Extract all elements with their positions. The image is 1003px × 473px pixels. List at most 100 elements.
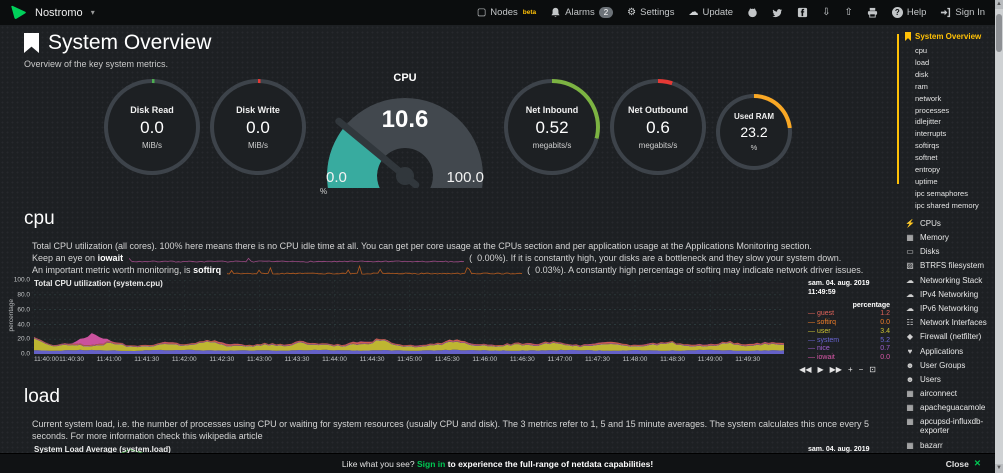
sidebar-item-softnet[interactable]: softnet [915,153,938,163]
grid-icon: ▦ [906,440,914,450]
chevron-down-icon[interactable]: ▾ [90,8,95,17]
legend-series-value: 0.0 [880,319,890,327]
sidebar-app-apacheguacamole[interactable]: ▦ apacheguacamole [905,401,993,415]
zoom-in-icon[interactable]: + [847,365,853,375]
used-ram-gauge[interactable]: Used RAM 23.2 % [716,94,792,170]
sidebar-section-cpus[interactable]: ⚡ CPUs [905,216,993,230]
cpu-chart: Total CPU utilization (system.cpu) perce… [4,277,890,376]
print-icon [867,7,877,18]
sidebar-section-memory[interactable]: ▦ Memory [905,230,993,244]
pan-forward-icon[interactable]: ▶▶ [829,365,842,375]
sidebar-section-user-groups[interactable]: ☻ User Groups [905,358,993,372]
help-button[interactable]: ? Help [891,7,926,18]
zoom-out-icon[interactable]: − [858,365,864,375]
sidebar-item-network[interactable]: network [915,93,942,103]
legend-item-iowait[interactable]: — iowait 0.0 [808,354,890,363]
sidebar-item-ram[interactable]: ram [915,81,928,91]
sidebar-section-ipv6-networking[interactable]: ☁ IPv6 Networking [905,301,993,315]
y-tick-label: 60.0 [17,306,30,314]
play-icon[interactable]: ▶ [817,365,824,375]
sidebar-section-network-interfaces[interactable]: ☷ Network Interfaces [905,316,993,330]
x-tick-label: 11:42:00 [171,356,197,364]
legend-item-guest[interactable]: — guest 1.2 [808,310,890,319]
sidebar-section-btrfs-filesystem[interactable]: ▨ BTRFS filesystem [905,259,993,273]
x-tick-label: 11:44:30 [359,356,385,364]
settings-button[interactable]: ⚙ Settings [627,7,675,18]
sidebar-app-label: apcupsd-influxdb-exporter [920,417,984,436]
sidebar-item-disk[interactable]: disk [915,69,929,79]
sidebar-section-label: Disks [920,247,940,257]
cpu-chart-legend: sam. 04. aug. 2019 11:49:59 percentage — gu… [808,280,890,363]
sidebar-section-users[interactable]: ☻ Users [905,372,993,386]
cpu-chart-plot[interactable] [34,280,784,355]
facebook-button[interactable] [797,7,808,18]
heart-icon: ♥ [907,346,913,356]
x-tick-label: 11:46:00 [472,356,498,364]
signin-button[interactable]: Sign In [940,7,985,18]
sidebar-section-label: Applications [920,346,964,356]
page-scrollbar-thumb[interactable] [996,14,1002,52]
sidebar-app-airconnect[interactable]: ▦ airconnect [905,387,993,401]
sidebar-section-applications[interactable]: ♥ Applications [905,344,993,358]
hdd-icon: ▭ [906,247,914,257]
disk-read-gauge[interactable]: Disk Read 0.0 MiB/s [104,79,200,175]
shield-icon: ◆ [906,332,914,342]
legend-series-value: 3.4 [880,327,890,335]
legend-item-nice[interactable]: — nice 0.7 [808,345,890,354]
facebook-icon [798,7,808,18]
sidebar-item-system-overview[interactable]: System Overview [905,32,993,41]
x-tick-label: 11:45:00 [397,356,423,364]
sidebar-item-interrupts[interactable]: interrupts [915,129,947,139]
cpu-gauge[interactable]: CPU 10.6 0.0 100.0 % [316,72,494,196]
sidebar-app-bazarr[interactable]: ▦ bazarr [905,438,993,452]
sidebar-item-idlejitter[interactable]: idlejitter [915,117,941,127]
pan-back-icon[interactable]: ◀◀ [799,365,812,375]
banner-close-button[interactable]: Close ✕ [945,458,981,469]
update-button[interactable]: ☁ Update [688,7,734,18]
sidebar-app-apcupsd-influxdb-exporter[interactable]: ▦ apcupsd-influxdb-exporter [905,415,993,438]
alarms-button[interactable]: Alarms 2 [550,7,614,18]
github-button[interactable] [747,7,758,18]
sidebar-item-processes[interactable]: processes [915,105,950,115]
sidebar-section-ipv4-networking[interactable]: ☁ IPv4 Networking [905,287,993,301]
x-tick-label: 11:46:30 [509,356,535,364]
sidebar-item-cpu[interactable]: cpu [915,46,928,56]
legend-series-name: — guest [808,310,835,318]
sidebar-section-disks[interactable]: ▭ Disks [905,245,993,259]
iowait-sparkline [128,257,464,263]
scroll-up-arrow[interactable]: ▲ [995,0,1003,9]
sidebar-item-uptime[interactable]: uptime [915,176,938,186]
sidebar-section-networking-stack[interactable]: ☁ Networking Stack [905,273,993,287]
y-tick-label: 80.0 [17,291,30,299]
scroll-down-arrow[interactable]: ▼ [995,464,1003,473]
top-navbar: Nostromo ▾ ▢ Nodes beta Alarms 2 ⚙ Settin… [0,0,995,25]
hostname-dropdown[interactable]: Nostromo [35,6,83,19]
print-button[interactable] [867,7,878,18]
legend-item-softirq[interactable]: — softirq 0.0 [808,319,890,328]
sidebar-section-firewall-netfilter[interactable]: ◆ Firewall (netfilter) [905,330,993,344]
x-tick-label: 11:45:30 [434,356,460,364]
twitter-button[interactable] [772,7,783,18]
legend-item-system[interactable]: — system 5.2 [808,337,890,346]
sidebar-item-ipc-shared-memory[interactable]: ipc shared memory [915,200,979,210]
sidebar-item-load[interactable]: load [915,58,930,68]
legend-item-user[interactable]: — user 3.4 [808,328,890,337]
sidebar-section-label: Users [920,374,941,384]
signin-link[interactable]: Sign in [416,458,446,469]
nodes-button[interactable]: ▢ Nodes beta [476,7,537,18]
sidebar-item-ipc-semaphores[interactable]: ipc semaphores [915,188,968,198]
grid-icon: ▦ [906,417,914,427]
net-inbound-gauge[interactable]: Net Inbound 0.52 megabits/s [504,79,600,175]
page-scrollbar[interactable]: ▲ ▼ [995,0,1003,473]
export-button[interactable]: ⇧ [844,7,852,18]
sidebar-item-entropy[interactable]: entropy [915,164,941,174]
twitter-icon [772,9,783,18]
sidebar-item-softirqs[interactable]: softirqs [915,141,940,151]
sidebar-section-label: IPv6 Networking [920,303,979,313]
disk-write-gauge[interactable]: Disk Write 0.0 MiB/s [210,79,306,175]
sidebar-scroll-indicator[interactable] [897,34,899,184]
import-button[interactable]: ⇩ [822,7,830,18]
resize-icon[interactable]: ⊡ [869,365,876,375]
net-outbound-gauge[interactable]: Net Outbound 0.6 megabits/s [610,79,706,175]
sidebar-section-label: Networking Stack [920,275,983,285]
